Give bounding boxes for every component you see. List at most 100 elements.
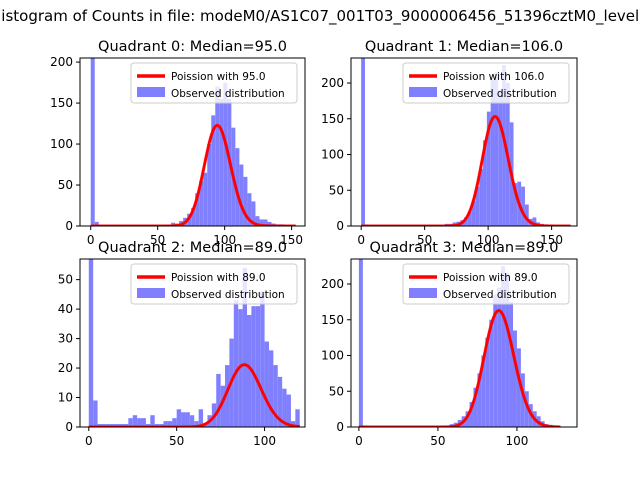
- x-tick-label: 0: [85, 434, 93, 448]
- axes-frame: [79, 258, 306, 428]
- histogram-bar: [477, 373, 482, 427]
- histogram-bar: [295, 409, 300, 427]
- y-tick-label: 100: [321, 148, 344, 162]
- histogram-bar: [132, 415, 138, 427]
- x-tick-label: 100: [213, 233, 236, 247]
- histogram-bar: [255, 306, 261, 427]
- y-tick-label: 200: [321, 277, 344, 291]
- quadrant-panel-3: 0 50 100 0 50 100 150 200 Quadrant 3: Median=89.…: [321, 240, 578, 448]
- legend: Poission with 89.0 Observed distribution: [402, 263, 570, 305]
- plot-area-1: [360, 58, 572, 226]
- histogram-bar: [512, 330, 517, 427]
- histogram-bar: [501, 266, 506, 427]
- y-tick-label: 100: [321, 349, 344, 363]
- quadrant-panel-0: 0 50 100 150 0 50 100 150 200 Quadrant 0: Median=…: [50, 39, 306, 247]
- axes-frame: [350, 258, 578, 428]
- poisson-line-core: [360, 115, 572, 226]
- histogram-bar: [181, 412, 186, 427]
- histogram-bar: [493, 294, 498, 427]
- x-tick-label: 50: [417, 233, 432, 247]
- y-tick-label: 20: [58, 361, 73, 375]
- histogram-bar: [194, 421, 199, 427]
- legend-label-poisson: Poission with 95.0: [171, 71, 266, 83]
- histogram-bar: [471, 200, 476, 226]
- y-tick-label: 50: [329, 384, 344, 398]
- legend-label-poisson: Poission with 89.0: [171, 272, 266, 284]
- y-tick-label: 10: [58, 391, 73, 405]
- histogram-bar: [215, 86, 220, 226]
- legend-swatch-observed: [137, 288, 165, 298]
- histogram-bar: [264, 341, 269, 427]
- legend-label-poisson: Poission with 89.0: [443, 272, 538, 284]
- histogram-bar: [220, 385, 226, 427]
- quadrant-panel-1: 0 50 100 150 0 50 100 150 200 Quadrant 1: Median=…: [321, 39, 578, 247]
- histogram-bar: [497, 287, 502, 427]
- histogram-bar: [251, 306, 256, 427]
- x-tick-label: 150: [280, 233, 303, 247]
- subplot-title: Quadrant 2: Median=89.0: [98, 240, 287, 256]
- histogram-bar: [469, 401, 474, 427]
- histogram-bar: [141, 418, 146, 427]
- subplot-title: Quadrant 1: Median=106.0: [365, 39, 563, 55]
- histogram-bar: [207, 144, 212, 226]
- histogram-bar: [235, 148, 240, 226]
- y-tick-label: 0: [336, 420, 344, 434]
- y-tick-label: 30: [58, 332, 73, 346]
- histogram-bar: [358, 259, 363, 427]
- histogram-bar: [219, 98, 224, 226]
- histogram-bar: [361, 58, 365, 226]
- poisson-line-core: [90, 124, 297, 226]
- legend-box: [402, 263, 570, 305]
- histogram-bar: [203, 172, 208, 226]
- figure-title: Histogram of Counts in file: modeM0/AS1C…: [0, 7, 640, 29]
- x-tick-label: 100: [477, 233, 500, 247]
- y-tick-label: 150: [50, 96, 73, 110]
- legend: Poission with 106.0 Observed distribution: [402, 62, 570, 104]
- histogram-bar: [268, 350, 274, 427]
- legend-swatch-observed: [409, 87, 437, 97]
- histogram-bar: [513, 183, 518, 226]
- y-tick-label: 150: [321, 313, 344, 327]
- y-tick-label: 0: [336, 219, 344, 233]
- x-tick-label: 50: [169, 434, 184, 448]
- histogram-bar: [223, 82, 228, 226]
- histogram-bar: [137, 418, 142, 427]
- axes-frame: [79, 57, 306, 227]
- plot-area-0: [89, 58, 297, 226]
- histogram-bar: [225, 365, 230, 427]
- histogram-bar: [198, 409, 204, 427]
- legend-label-observed: Observed distribution: [171, 289, 285, 301]
- histogram-bar: [243, 176, 248, 226]
- histogram-bar: [172, 418, 177, 427]
- histogram-bar: [176, 409, 182, 427]
- legend-box: [402, 62, 570, 104]
- y-tick-label: 100: [50, 137, 73, 151]
- y-tick-label: 200: [50, 55, 73, 69]
- histogram-bar: [263, 219, 268, 226]
- x-tick-label: 50: [430, 434, 445, 448]
- legend-label-observed: Observed distribution: [171, 88, 285, 100]
- histogram-bar: [489, 319, 494, 427]
- figure-title-text: Histogram of Counts in file: modeM0/AS1C…: [0, 7, 640, 25]
- x-tick-label: 100: [253, 434, 276, 448]
- histogram-bar: [189, 415, 195, 427]
- y-tick-label: 50: [58, 178, 73, 192]
- x-tick-label: 100: [505, 434, 528, 448]
- x-tick-label: 0: [355, 434, 363, 448]
- histogram-bar: [516, 348, 521, 427]
- histogram-bar: [520, 373, 525, 427]
- legend-box: [130, 263, 298, 305]
- legend: Poission with 89.0 Observed distribution: [130, 263, 298, 305]
- x-tick-label: 50: [150, 233, 165, 247]
- histogram-bar: [494, 72, 499, 226]
- histogram-bar: [239, 164, 244, 226]
- histogram-bar: [267, 221, 272, 226]
- y-tick-label: 50: [58, 273, 73, 287]
- legend-label-observed: Observed distribution: [443, 289, 557, 301]
- histogram-bar: [251, 201, 256, 226]
- histogram-bar: [233, 300, 239, 427]
- poisson-line-core: [358, 309, 561, 427]
- legend-box: [130, 62, 298, 104]
- histogram-bar: [467, 211, 472, 226]
- histogram-bar: [255, 216, 260, 226]
